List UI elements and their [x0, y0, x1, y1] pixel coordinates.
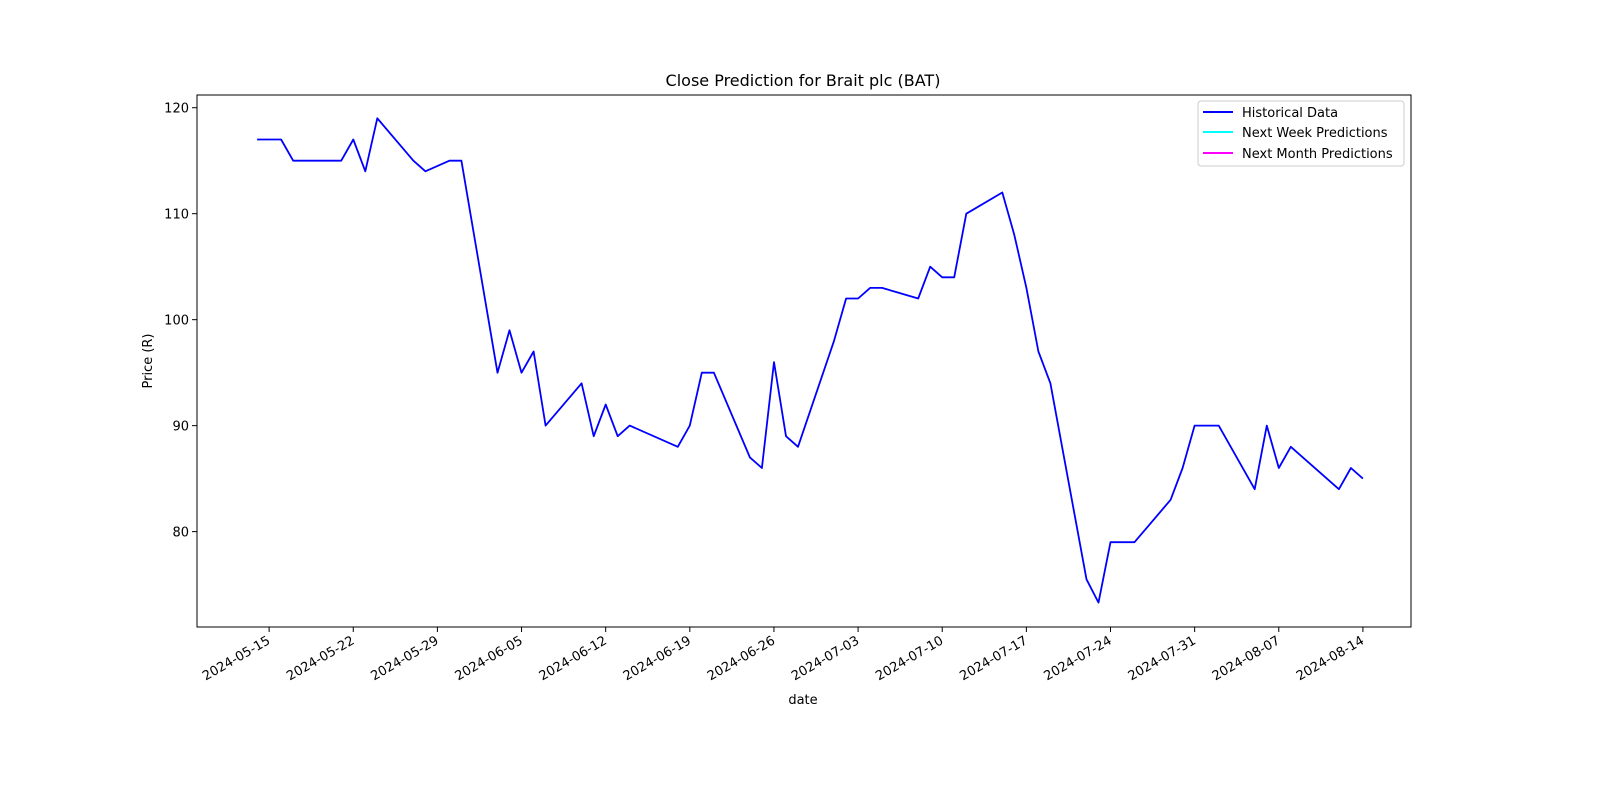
legend-label-next-month: Next Month Predictions — [1242, 147, 1393, 162]
legend: Historical Data Next Week Predictions Ne… — [1197, 100, 1405, 167]
series-layer — [257, 117, 1364, 604]
plot-area — [196, 94, 1412, 628]
y-tick-label: 80 — [172, 526, 189, 541]
legend-label-next-week: Next Week Predictions — [1242, 126, 1388, 141]
y-tick-label: 90 — [172, 420, 189, 435]
chart-title: Close Prediction for Brait plc (BAT) — [666, 71, 941, 90]
y-axis: 80 90 100 110 120 — [164, 102, 197, 541]
y-axis-label: Price (R) — [141, 333, 156, 388]
series-line-0 — [257, 117, 1364, 604]
legend-box — [1197, 100, 1405, 167]
plot-frame — [196, 94, 1412, 628]
legend-label-historical: Historical Data — [1242, 106, 1338, 121]
x-axis-label: date — [788, 693, 817, 708]
y-tick-label: 110 — [164, 208, 189, 223]
y-tick-label: 120 — [164, 102, 189, 117]
y-tick-label: 100 — [164, 314, 189, 329]
